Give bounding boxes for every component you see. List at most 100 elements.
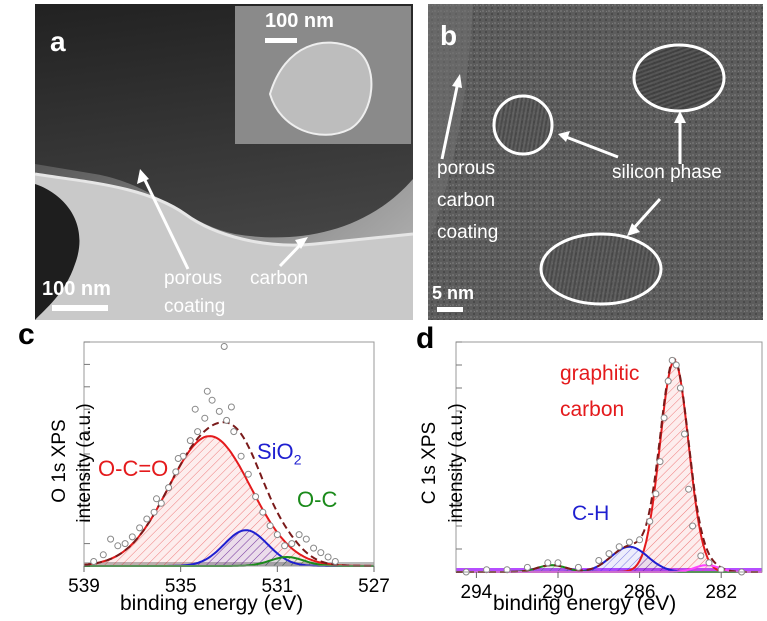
chart-c-data-point (310, 544, 318, 552)
chart-d-data-point (652, 490, 660, 498)
chart-c-data-point (143, 515, 151, 523)
chart-d-x-tick-label: 290 (542, 582, 574, 603)
panel-d-x-axis-label: binding energy (eV) (493, 592, 677, 615)
chart-d-data-point (574, 563, 582, 571)
panel-a-label-porous: porous (164, 268, 223, 289)
chart-d-x-tick-label: 294 (461, 582, 493, 603)
chart-c-data-point (223, 416, 231, 424)
chart-c-data-point (186, 437, 194, 445)
chart-c-data-point (281, 542, 289, 550)
chart-c-data-point (136, 524, 144, 532)
panel-a-label-coating: coating (164, 296, 226, 317)
panel-c-y-axis-label-line2: intensity (a.u.) (74, 403, 95, 523)
panel-b-label-silicon-phase: silicon phase (612, 162, 722, 183)
chart-d-data-point (697, 552, 705, 560)
chart-c-data-point (259, 508, 267, 516)
chart-c-x-tick-label: 539 (68, 576, 100, 597)
chart-c-data-point (215, 407, 223, 415)
chart-d-x-tick-label: 286 (624, 582, 656, 603)
chart-d-data-point (503, 566, 511, 574)
panel-c-letter: c (18, 318, 35, 351)
chart-c-data-point (201, 414, 209, 422)
chart-d-data-point (605, 550, 613, 558)
chart-d-data-point (523, 563, 531, 571)
panel-d-xps-chart: 294 290 286 282 (455, 341, 763, 603)
chart-d-data-point (636, 536, 644, 544)
panel-a-inset-scale-bar (265, 38, 297, 43)
panel-d-y-axis-label-line2: intensity (a.u.) (446, 403, 467, 523)
chart-c-data-point (331, 558, 339, 565)
chart-d-data-point (544, 559, 552, 567)
panel-c-annotation-sio2-main: SiO (257, 439, 294, 464)
chart-c-data-point (252, 493, 260, 501)
panel-a-main-scale-label: 100 nm (42, 278, 111, 300)
chart-d-data-point (689, 522, 697, 530)
panel-b-letter: b (440, 20, 458, 51)
chart-c-data-point (227, 403, 235, 411)
chart-c-data-point (230, 428, 238, 436)
chart-d-data-point (615, 543, 623, 551)
panel-d-y-axis-label-line1: C 1s XPS (419, 421, 440, 505)
chart-d-data-point (625, 538, 633, 546)
chart-c-peak-fill-0 (84, 436, 374, 566)
panel-a-letter: a (50, 26, 66, 57)
chart-c-data-point (107, 535, 115, 543)
chart-d-data-point (664, 377, 672, 385)
panel-c-annotation-oco: O-C=O (98, 456, 169, 481)
chart-c-data-point (288, 540, 296, 548)
panel-b-hrtem-image (428, 4, 763, 320)
chart-c-data-point (157, 499, 165, 507)
panel-a-inset-scale-label: 100 nm (265, 10, 334, 32)
panel-d-annotation-ch: C-H (572, 502, 610, 525)
chart-c-data-point (128, 533, 136, 541)
chart-c-x-tick-label: 527 (358, 576, 390, 597)
chart-d-data-point (705, 559, 713, 567)
chart-d-data-point (668, 356, 676, 364)
chart-c-data-point (99, 551, 107, 559)
chart-c-peak-fill-1 (84, 530, 374, 566)
chart-d-peak-line-0 (456, 358, 762, 573)
panel-b-label-porous: porous (437, 158, 496, 179)
chart-d-data-point (660, 414, 668, 422)
chart-c-data-point (266, 522, 274, 530)
chart-d-peak-fill-0 (456, 360, 762, 572)
chart-c-envelope-line (83, 421, 375, 567)
panel-b-label-carbon: carbon (437, 190, 496, 211)
chart-d-data-point (681, 430, 688, 438)
chart-c-data-point (295, 531, 303, 539)
chart-d-data-point (656, 458, 664, 466)
chart-c-data-point (317, 549, 325, 557)
chart-c-data-point (191, 405, 199, 413)
chart-d-data-point (483, 566, 491, 574)
chart-d-envelope-line (456, 357, 762, 573)
chart-d-data-point (672, 361, 680, 369)
chart-d-data-point (595, 557, 603, 564)
chart-c-data-point (324, 553, 332, 561)
chart-c-data-point (165, 484, 173, 492)
panel-d-annotation-carbon: carbon (560, 398, 625, 421)
chart-c-data-point (302, 535, 310, 543)
panel-a-label-carbon: carbon (250, 268, 309, 289)
chart-c-data-point (114, 542, 122, 550)
panel-c-xps-chart: 539 535 531 527 (68, 341, 390, 597)
chart-c-data-point (203, 387, 211, 395)
chart-c-data-point (273, 531, 281, 539)
panel-d-annotation-graphitic: graphitic (560, 362, 640, 385)
panel-b-scale-label: 5 nm (432, 283, 475, 303)
chart-d-x-tick-label: 282 (705, 582, 737, 603)
panel-a-main-scale-bar (52, 305, 108, 311)
chart-c-x-tick-label: 531 (261, 576, 293, 597)
chart-c-data-point (121, 540, 129, 548)
panel-b-label-coating: coating (437, 222, 499, 243)
panel-c-y-axis-label-line1: O 1s XPS (49, 419, 70, 503)
chart-c-data-point (208, 396, 216, 404)
chart-c-data-point (150, 508, 158, 516)
chart-d-data-point (554, 559, 562, 567)
panel-b-scale-bar (437, 307, 463, 312)
chart-c-data-point (244, 470, 252, 478)
chart-c-data-point (172, 468, 180, 476)
chart-c-data-point (194, 428, 202, 436)
panel-a-tem-image (35, 4, 413, 320)
panel-a-arrows (137, 169, 308, 270)
chart-d-data-point (676, 384, 684, 392)
